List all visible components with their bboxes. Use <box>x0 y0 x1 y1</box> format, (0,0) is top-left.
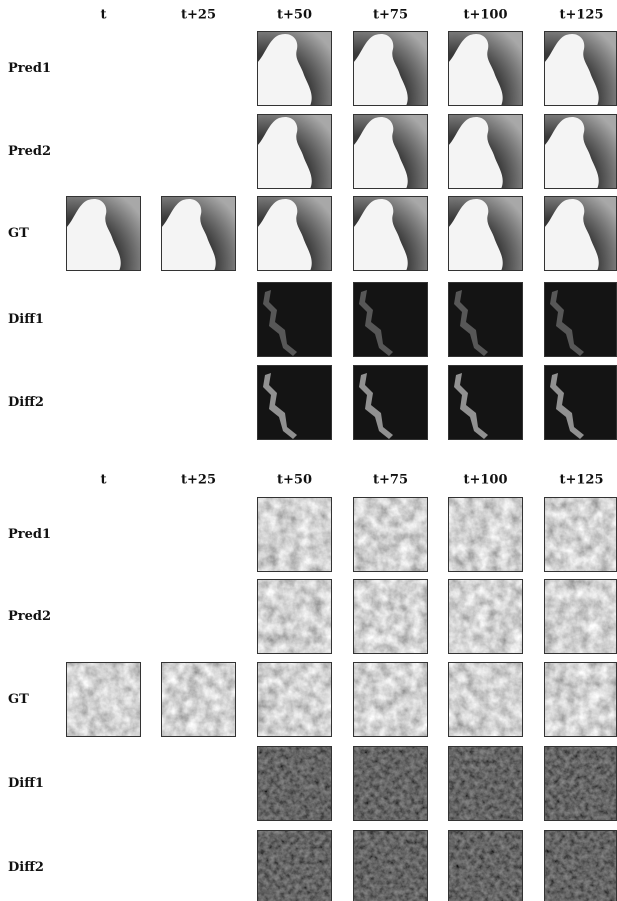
image-cell <box>544 662 617 737</box>
image <box>544 497 617 572</box>
column-header: t+25 <box>181 473 216 488</box>
image <box>353 830 428 901</box>
image <box>353 497 428 572</box>
image <box>448 497 523 572</box>
image-cell <box>448 662 523 737</box>
column-header: t+100 <box>463 8 507 23</box>
column-header: t+75 <box>373 8 408 23</box>
image <box>448 830 523 901</box>
image-cell <box>66 662 141 737</box>
column-header: t+125 <box>559 8 603 23</box>
image <box>353 746 428 821</box>
row-label: Pred2 <box>8 609 51 624</box>
image <box>257 579 332 654</box>
image <box>353 662 428 737</box>
image-cell <box>448 830 523 901</box>
image-cell <box>448 497 523 572</box>
image <box>257 497 332 572</box>
image-cell <box>353 196 428 271</box>
row-label: GT <box>8 692 29 707</box>
row-label: GT <box>8 226 29 241</box>
column-header: t+100 <box>463 473 507 488</box>
image-cell <box>353 365 428 440</box>
row-label: Pred1 <box>8 61 51 76</box>
image <box>66 662 141 737</box>
figure: t t+25 t+50 t+75 t+100 t+125 Pred1 Pred2 GT Diff1… <box>0 0 617 901</box>
image-cell <box>448 196 523 271</box>
column-header: t <box>100 473 106 488</box>
image <box>448 579 523 654</box>
image <box>257 830 332 901</box>
row-label: Pred1 <box>8 527 51 542</box>
image-cell <box>353 830 428 901</box>
image <box>257 746 332 821</box>
image-cell <box>161 662 236 737</box>
image-cell <box>353 114 428 189</box>
image-cell <box>544 196 617 271</box>
image-cell <box>257 497 332 572</box>
image-cell <box>353 497 428 572</box>
row-label: Diff2 <box>8 860 44 875</box>
image <box>353 579 428 654</box>
column-header: t+125 <box>559 473 603 488</box>
image-cell <box>544 31 617 106</box>
image-cell <box>161 196 236 271</box>
row-label: Pred2 <box>8 144 51 159</box>
image-cell <box>257 662 332 737</box>
image-cell <box>544 579 617 654</box>
image-cell <box>544 497 617 572</box>
image-cell <box>544 365 617 440</box>
row-label: Diff2 <box>8 395 44 410</box>
column-header: t+25 <box>181 8 216 23</box>
image-cell <box>544 746 617 821</box>
image-cell <box>544 830 617 901</box>
row-label: Diff1 <box>8 312 44 327</box>
image-cell <box>448 31 523 106</box>
image-cell <box>353 579 428 654</box>
image-cell <box>257 746 332 821</box>
image <box>448 746 523 821</box>
image <box>257 662 332 737</box>
column-header: t+50 <box>277 8 312 23</box>
image-cell <box>448 746 523 821</box>
image-cell <box>448 365 523 440</box>
image-cell <box>257 365 332 440</box>
image <box>544 579 617 654</box>
image-cell <box>448 579 523 654</box>
image-cell <box>544 282 617 357</box>
column-header: t <box>100 8 106 23</box>
image-cell <box>257 114 332 189</box>
image-cell <box>353 662 428 737</box>
row-label: Diff1 <box>8 776 44 791</box>
image <box>544 746 617 821</box>
image <box>544 830 617 901</box>
image <box>161 662 236 737</box>
image-cell <box>448 114 523 189</box>
image-cell <box>257 196 332 271</box>
column-header: t+75 <box>373 473 408 488</box>
image-cell <box>66 196 141 271</box>
image <box>448 662 523 737</box>
image-cell <box>544 114 617 189</box>
image-cell <box>257 31 332 106</box>
image-cell <box>257 282 332 357</box>
image-cell <box>448 282 523 357</box>
image <box>544 662 617 737</box>
image-cell <box>353 31 428 106</box>
image-cell <box>353 746 428 821</box>
column-header: t+50 <box>277 473 312 488</box>
image-cell <box>257 579 332 654</box>
image-cell <box>353 282 428 357</box>
image-cell <box>257 830 332 901</box>
